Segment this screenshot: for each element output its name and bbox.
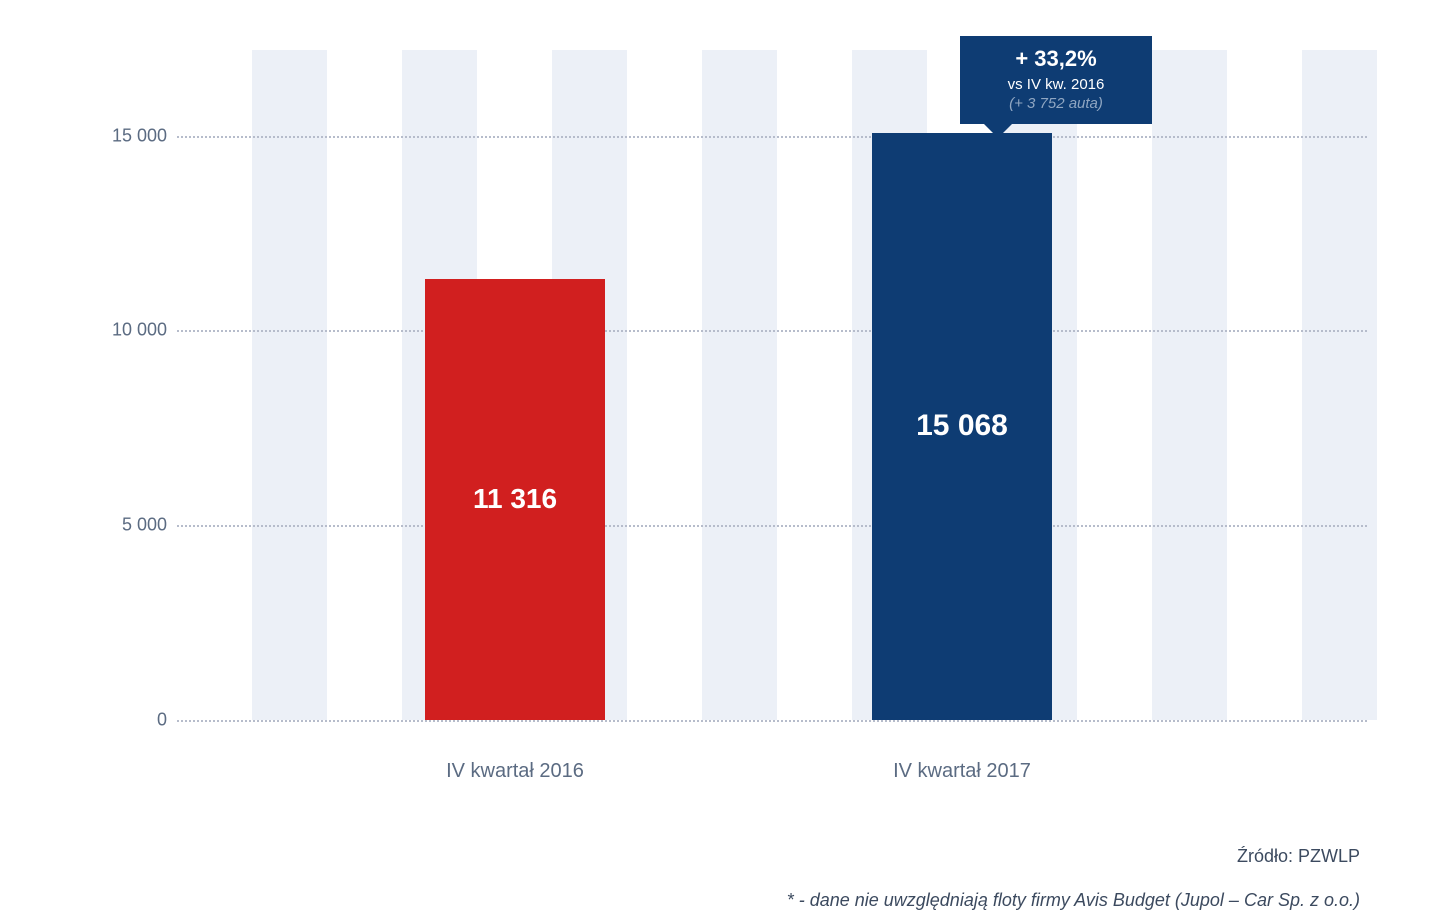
bar: 15 068 bbox=[872, 133, 1052, 720]
bg-stripe bbox=[1152, 50, 1227, 720]
x-axis-category-label: IV kwartał 2017 bbox=[893, 760, 1031, 783]
callout-delta: (+ 3 752 auta) bbox=[974, 95, 1138, 112]
bar-value-label: 11 316 bbox=[425, 483, 605, 515]
source-label: Źródło: PZWLP bbox=[1237, 846, 1360, 867]
bar-value-label: 15 068 bbox=[872, 409, 1052, 443]
y-axis-tick-label: 0 bbox=[87, 710, 167, 731]
callout-percent: + 33,2% bbox=[974, 46, 1138, 72]
footnote-label: * - dane nie uwzględniają floty firmy Av… bbox=[787, 890, 1360, 911]
plot-area: 11 316 15 068 bbox=[177, 50, 1367, 720]
y-axis-tick-label: 5 000 bbox=[87, 515, 167, 536]
bar-chart: 11 316 15 068 Źródło: PZWLP * - dane nie … bbox=[0, 0, 1455, 923]
y-axis-tick-label: 10 000 bbox=[87, 320, 167, 341]
x-axis-category-label: IV kwartał 2016 bbox=[446, 760, 584, 783]
gridline bbox=[177, 720, 1367, 722]
growth-callout: + 33,2% vs IV kw. 2016 (+ 3 752 auta) bbox=[960, 36, 1152, 124]
bg-stripe bbox=[252, 50, 327, 720]
bg-stripe bbox=[1302, 50, 1377, 720]
bar: 11 316 bbox=[425, 279, 605, 720]
bg-stripe bbox=[702, 50, 777, 720]
y-axis-tick-label: 15 000 bbox=[87, 125, 167, 146]
callout-vs: vs IV kw. 2016 bbox=[974, 76, 1138, 93]
